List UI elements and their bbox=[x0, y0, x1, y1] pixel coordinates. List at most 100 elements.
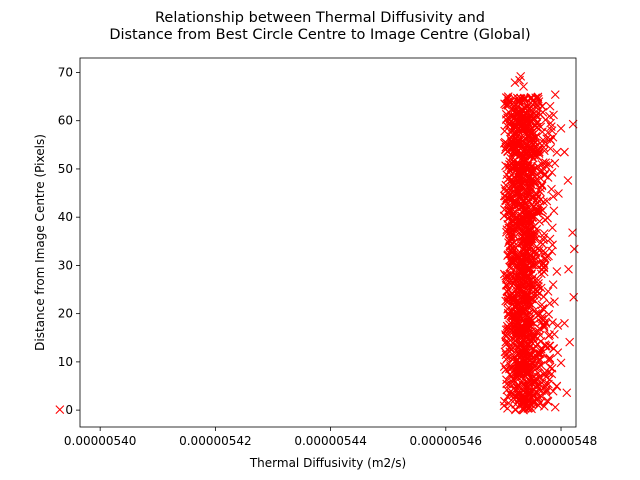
data-point-marker bbox=[517, 261, 527, 271]
data-point-marker bbox=[506, 170, 516, 180]
data-point-marker bbox=[502, 379, 512, 389]
data-point-marker bbox=[512, 355, 521, 365]
data-point-marker bbox=[510, 116, 520, 125]
data-point-marker bbox=[544, 368, 553, 377]
data-point-marker bbox=[501, 296, 511, 306]
data-point-marker bbox=[556, 358, 566, 368]
y-tick-label: 60 bbox=[58, 114, 73, 128]
data-point-marker bbox=[540, 340, 550, 349]
data-point-marker bbox=[552, 148, 562, 157]
data-point-marker bbox=[507, 188, 517, 198]
data-point-marker bbox=[539, 232, 549, 242]
y-tick-label: 20 bbox=[58, 307, 73, 321]
data-point-marker bbox=[506, 230, 516, 240]
data-point-marker bbox=[516, 305, 526, 315]
data-point-marker bbox=[529, 344, 539, 354]
data-point-marker bbox=[513, 216, 523, 225]
data-point-marker bbox=[530, 375, 539, 385]
data-point-marker bbox=[537, 180, 547, 190]
chart-title-line-2: Distance from Best Circle Centre to Imag… bbox=[109, 27, 530, 43]
data-point-marker bbox=[533, 208, 543, 218]
data-point-marker bbox=[545, 134, 555, 144]
y-tick-label: 50 bbox=[58, 162, 73, 176]
data-point-marker bbox=[505, 224, 515, 233]
data-point-marker bbox=[552, 381, 562, 391]
data-point-marker bbox=[527, 213, 537, 223]
data-point-marker bbox=[539, 292, 549, 302]
y-tick-label: 10 bbox=[58, 355, 73, 369]
data-point-marker bbox=[501, 180, 511, 190]
y-tick-label: 40 bbox=[58, 210, 73, 224]
data-point-marker bbox=[539, 320, 549, 329]
x-tick-label: 0.00000540 bbox=[64, 434, 137, 448]
data-point-marker bbox=[517, 227, 526, 237]
data-point-marker bbox=[553, 321, 563, 330]
data-point-marker bbox=[524, 132, 534, 142]
data-point-marker bbox=[515, 348, 524, 358]
data-point-marker bbox=[535, 398, 545, 408]
data-point-marker bbox=[510, 238, 519, 247]
data-point-marker bbox=[508, 294, 518, 304]
data-point-marker bbox=[508, 178, 518, 188]
data-point-marker bbox=[508, 197, 518, 207]
data-point-marker bbox=[522, 246, 532, 256]
data-point-marker bbox=[543, 355, 553, 365]
data-point-marker bbox=[563, 176, 573, 185]
data-point-marker bbox=[533, 384, 543, 394]
data-point-marker bbox=[535, 144, 544, 154]
data-point-marker bbox=[510, 78, 520, 87]
data-point-marker bbox=[513, 342, 522, 351]
data-point-marker bbox=[528, 96, 538, 106]
data-point-marker bbox=[502, 272, 512, 282]
data-point-marker bbox=[525, 103, 535, 113]
data-point-marker bbox=[519, 392, 529, 402]
data-point-marker bbox=[523, 273, 532, 283]
data-point-marker bbox=[524, 181, 534, 190]
data-point-marker bbox=[541, 379, 551, 389]
data-point-marker bbox=[530, 121, 540, 131]
data-point-marker bbox=[538, 101, 547, 111]
data-point-marker bbox=[517, 213, 527, 223]
data-point-marker bbox=[542, 196, 552, 206]
data-point-marker bbox=[528, 100, 537, 109]
data-point-marker bbox=[522, 297, 532, 307]
data-point-marker bbox=[523, 235, 533, 245]
data-point-marker bbox=[510, 123, 520, 133]
data-point-marker bbox=[524, 173, 533, 183]
data-point-marker bbox=[548, 240, 557, 250]
data-point-marker bbox=[536, 313, 546, 323]
y-tick-label: 70 bbox=[58, 65, 73, 79]
plot-area-frame bbox=[79, 57, 577, 428]
data-point-marker bbox=[511, 133, 521, 142]
data-point-marker bbox=[502, 321, 512, 331]
data-point-marker bbox=[530, 232, 539, 241]
data-point-marker bbox=[517, 288, 527, 298]
data-point-marker bbox=[538, 240, 548, 249]
data-point-marker bbox=[539, 146, 549, 156]
data-point-marker bbox=[523, 150, 533, 160]
data-point-marker bbox=[548, 318, 557, 327]
data-point-marker bbox=[549, 329, 559, 339]
data-point-marker bbox=[519, 82, 528, 91]
data-point-marker bbox=[517, 249, 527, 259]
data-point-marker bbox=[550, 297, 559, 307]
data-point-marker bbox=[532, 286, 541, 296]
data-point-marker bbox=[541, 161, 551, 170]
data-point-marker bbox=[521, 164, 531, 174]
data-point-marker bbox=[502, 355, 511, 364]
data-point-marker bbox=[546, 118, 555, 128]
data-point-marker bbox=[553, 348, 563, 358]
data-point-marker bbox=[502, 280, 512, 290]
data-point-marker bbox=[517, 114, 527, 123]
data-point-marker bbox=[527, 254, 537, 264]
data-point-marker bbox=[522, 318, 532, 328]
data-point-marker bbox=[535, 187, 545, 197]
data-point-marker bbox=[536, 283, 546, 293]
data-point-marker bbox=[545, 101, 555, 111]
data-point-marker bbox=[499, 211, 509, 221]
data-point-marker bbox=[552, 267, 562, 276]
data-point-marker bbox=[548, 280, 558, 290]
data-point-marker bbox=[509, 350, 518, 360]
data-point-marker bbox=[539, 229, 549, 238]
data-point-marker bbox=[554, 189, 563, 198]
